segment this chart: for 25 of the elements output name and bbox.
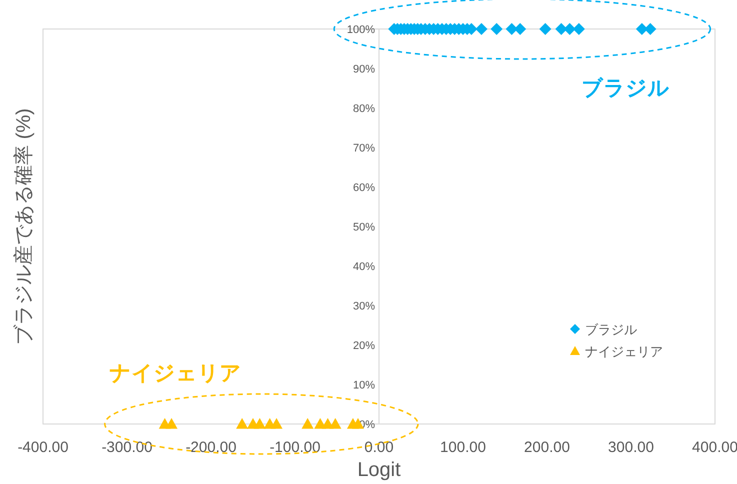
annotation: ナイジェリア	[109, 362, 242, 385]
legend-label: ナイジェリア	[585, 344, 663, 359]
x-tick-label: 200.00	[524, 439, 570, 456]
legend-label: ブラジル	[585, 322, 637, 337]
x-tick-label: 400.00	[692, 439, 737, 456]
y-tick-label: 10%	[352, 380, 376, 392]
x-tick-label: 0.00	[364, 439, 394, 456]
y-axis-title: ブラジル産である確率 (%)	[13, 108, 35, 345]
y-tick-label: 60%	[352, 182, 376, 194]
x-tick-label: 100.00	[440, 439, 486, 456]
annotation: ブラジル	[582, 76, 670, 100]
y-tick-label: 90%	[352, 64, 376, 76]
x-tick-label: 300.00	[608, 439, 654, 456]
y-tick-label: 80%	[352, 103, 376, 115]
x-tick-label: -100.00	[270, 439, 320, 456]
y-tick-label: 50%	[352, 222, 376, 234]
y-tick-label: 40%	[352, 261, 376, 273]
y-tick-label: 100%	[346, 24, 376, 36]
x-axis-title: Logit	[357, 459, 402, 481]
x-tick-label: -400.00	[18, 439, 68, 456]
x-tick-label: -200.00	[186, 439, 236, 456]
y-tick-label: 30%	[352, 300, 376, 312]
x-tick-label: -300.00	[102, 439, 152, 456]
y-tick-label: 70%	[352, 142, 376, 154]
y-tick-label: 20%	[352, 340, 376, 352]
